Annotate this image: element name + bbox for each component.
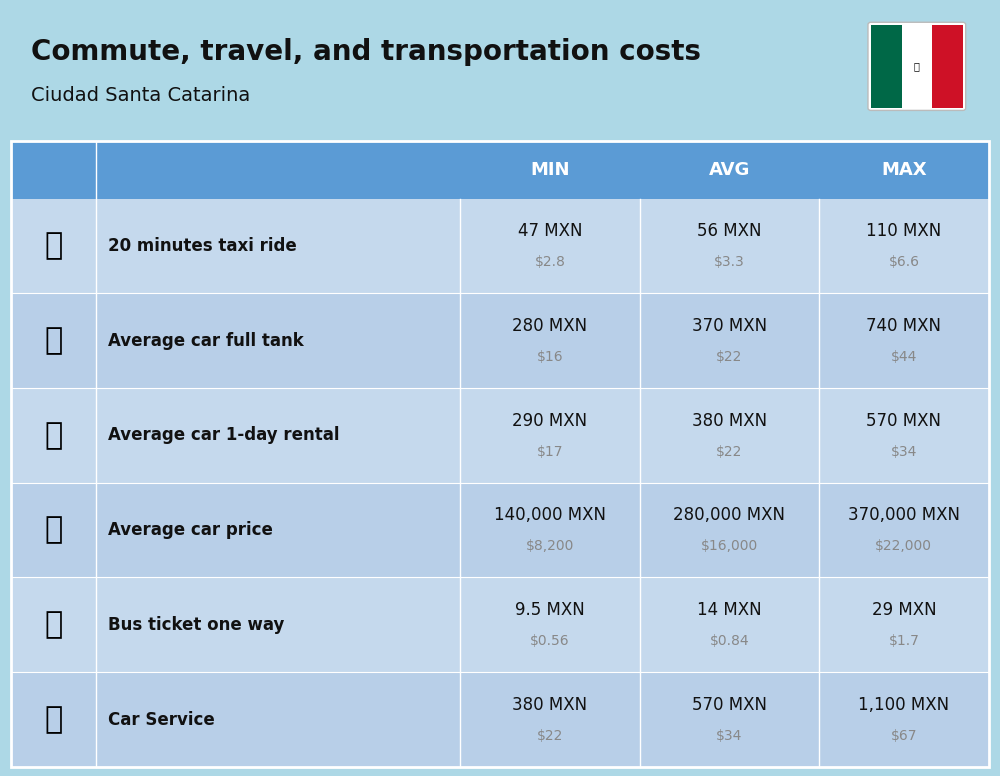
- Text: $6.6: $6.6: [888, 255, 919, 269]
- Text: 570 MXN: 570 MXN: [866, 412, 941, 430]
- Text: $0.84: $0.84: [710, 634, 749, 648]
- FancyBboxPatch shape: [11, 577, 989, 672]
- Text: 110 MXN: 110 MXN: [866, 222, 942, 241]
- Text: 1,100 MXN: 1,100 MXN: [858, 696, 949, 714]
- Text: 14 MXN: 14 MXN: [697, 601, 762, 619]
- Text: MIN: MIN: [530, 161, 570, 178]
- FancyBboxPatch shape: [11, 199, 989, 293]
- Text: 370 MXN: 370 MXN: [692, 317, 767, 335]
- Text: 🚗: 🚗: [45, 515, 63, 545]
- Text: $34: $34: [891, 445, 917, 459]
- Text: 380 MXN: 380 MXN: [512, 696, 587, 714]
- Text: AVG: AVG: [709, 161, 750, 178]
- Text: $22: $22: [537, 729, 563, 743]
- FancyBboxPatch shape: [11, 388, 989, 483]
- FancyBboxPatch shape: [871, 25, 902, 108]
- Text: Car Service: Car Service: [108, 711, 215, 729]
- Text: $2.8: $2.8: [534, 255, 565, 269]
- Text: 🔧: 🔧: [45, 705, 63, 734]
- Text: 🚙: 🚙: [45, 421, 63, 450]
- Text: 🚌: 🚌: [45, 610, 63, 639]
- Text: $8,200: $8,200: [526, 539, 574, 553]
- Text: MAX: MAX: [881, 161, 927, 178]
- Text: 9.5 MXN: 9.5 MXN: [515, 601, 585, 619]
- FancyBboxPatch shape: [11, 293, 989, 388]
- Text: $34: $34: [716, 729, 743, 743]
- Text: Average car price: Average car price: [108, 521, 273, 539]
- Text: $67: $67: [891, 729, 917, 743]
- Text: 570 MXN: 570 MXN: [692, 696, 767, 714]
- Text: 56 MXN: 56 MXN: [697, 222, 762, 241]
- Text: Ciudad Santa Catarina: Ciudad Santa Catarina: [31, 86, 251, 106]
- Text: 140,000 MXN: 140,000 MXN: [494, 507, 606, 525]
- Text: $16,000: $16,000: [701, 539, 758, 553]
- Text: Bus ticket one way: Bus ticket one way: [108, 616, 284, 634]
- Text: $22,000: $22,000: [875, 539, 932, 553]
- Text: 370,000 MXN: 370,000 MXN: [848, 507, 960, 525]
- Text: 280 MXN: 280 MXN: [512, 317, 587, 335]
- Text: $3.3: $3.3: [714, 255, 745, 269]
- Text: ⛽: ⛽: [45, 326, 63, 355]
- Text: 740 MXN: 740 MXN: [866, 317, 941, 335]
- FancyBboxPatch shape: [11, 672, 989, 767]
- FancyBboxPatch shape: [868, 23, 966, 110]
- Text: 47 MXN: 47 MXN: [518, 222, 582, 241]
- Text: $22: $22: [716, 350, 743, 364]
- Text: 🚕: 🚕: [45, 231, 63, 261]
- Text: 29 MXN: 29 MXN: [872, 601, 936, 619]
- Text: 280,000 MXN: 280,000 MXN: [673, 507, 785, 525]
- Text: 380 MXN: 380 MXN: [692, 412, 767, 430]
- Text: $16: $16: [537, 350, 563, 364]
- FancyBboxPatch shape: [11, 140, 989, 199]
- Text: 🦅: 🦅: [914, 61, 920, 71]
- Text: 20 minutes taxi ride: 20 minutes taxi ride: [108, 237, 297, 255]
- Text: 290 MXN: 290 MXN: [512, 412, 587, 430]
- Text: $44: $44: [891, 350, 917, 364]
- Text: $0.56: $0.56: [530, 634, 570, 648]
- FancyBboxPatch shape: [932, 25, 963, 108]
- Text: Average car 1-day rental: Average car 1-day rental: [108, 426, 340, 445]
- Text: Average car full tank: Average car full tank: [108, 331, 304, 350]
- FancyBboxPatch shape: [11, 483, 989, 577]
- Text: $1.7: $1.7: [888, 634, 919, 648]
- Text: Commute, travel, and transportation costs: Commute, travel, and transportation cost…: [31, 38, 701, 66]
- Text: $22: $22: [716, 445, 743, 459]
- Text: $17: $17: [537, 445, 563, 459]
- FancyBboxPatch shape: [902, 25, 932, 108]
